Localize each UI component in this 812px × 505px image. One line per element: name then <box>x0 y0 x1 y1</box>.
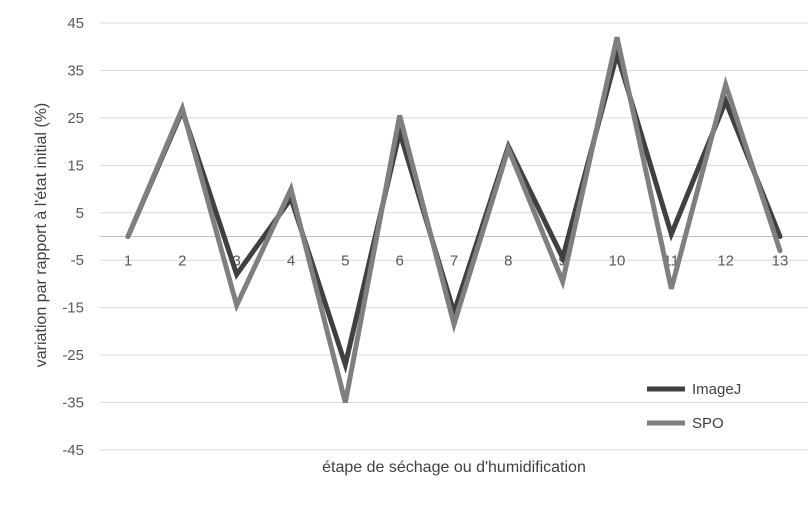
x-tick-label: 5 <box>341 253 349 270</box>
x-tick-label: 1 <box>124 253 132 270</box>
y-tick-label: 5 <box>76 205 84 222</box>
y-tick-label: -35 <box>62 395 84 412</box>
x-tick-label: 2 <box>178 253 186 270</box>
x-tick-label: 3 <box>232 253 240 270</box>
x-tick-label: 12 <box>717 253 734 270</box>
y-tick-label: 45 <box>67 15 84 32</box>
x-tick-label: 10 <box>609 253 626 270</box>
y-tick-label: 15 <box>67 157 84 174</box>
y-tick-label: -15 <box>62 300 84 317</box>
y-tick-label: -45 <box>62 442 84 459</box>
legend: ImageJ SPO <box>647 381 741 432</box>
y-axis-title: variation par rapport à l'état initial (… <box>33 103 50 368</box>
y-tick-label: 25 <box>67 110 84 127</box>
x-tick-label: 6 <box>395 253 403 270</box>
y-tick-label: -5 <box>71 252 84 269</box>
x-tick-label: 8 <box>504 253 512 270</box>
x-tick-label: 7 <box>450 253 458 270</box>
y-tick-label: 35 <box>67 62 84 79</box>
y-axis-ticks: 45 35 25 15 5 -5 -15 -25 -35 -45 <box>62 15 84 459</box>
x-tick-label: 4 <box>287 253 295 270</box>
x-axis-title: étape de séchage ou d'humidification <box>322 459 586 476</box>
legend-label: ImageJ <box>692 381 741 398</box>
y-tick-label: -25 <box>62 347 84 364</box>
series-line-imagej <box>125 44 783 374</box>
x-tick-label: 13 <box>772 253 789 270</box>
series-lines <box>125 36 783 404</box>
legend-label: SPO <box>692 415 724 432</box>
series-line-spo <box>125 36 783 404</box>
